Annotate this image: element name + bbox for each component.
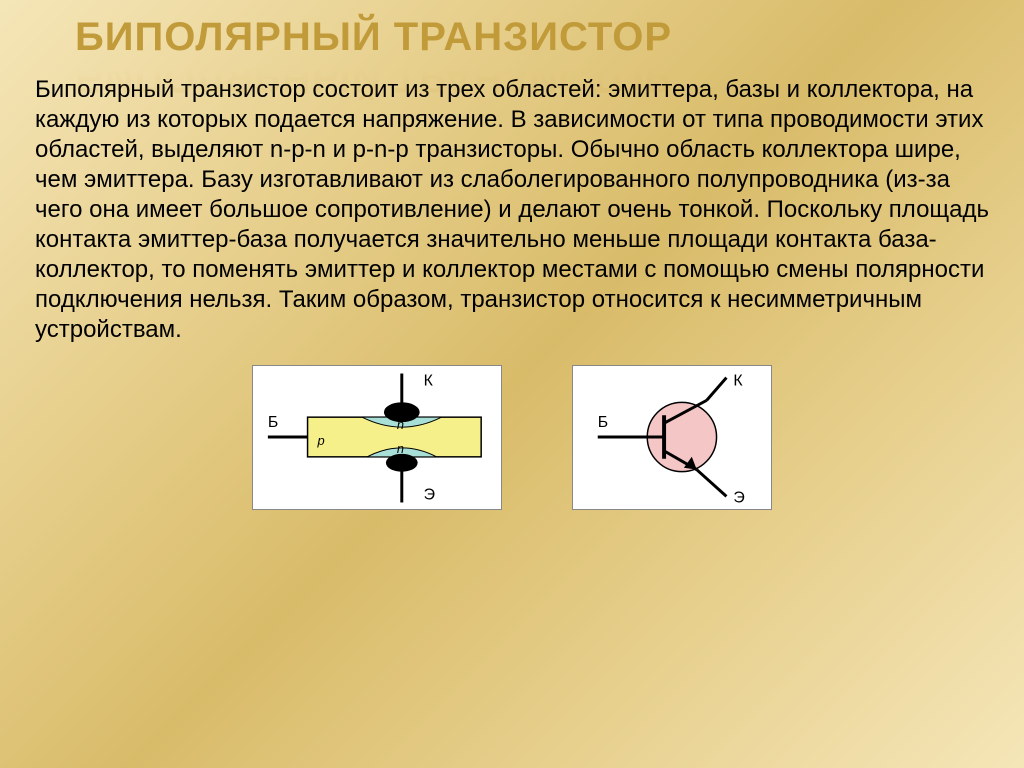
slide-title-reflection: БИПОЛЯРНЫЙ ТРАНЗИСТОР [75,55,994,100]
emitter-label: Э [424,487,435,504]
p-region-label: p [316,433,324,448]
collector-contact [384,402,420,422]
symbol-emitter-label: Э [733,489,744,506]
symbol-collector-label: К [733,373,743,390]
slide-container: БИПОЛЯРНЫЙ ТРАНЗИСТОР БИПОЛЯРНЫЙ ТРАНЗИС… [0,0,1024,768]
collector-lead-ext [707,378,727,401]
emitter-contact [386,454,418,472]
emitter-lead-ext [697,470,727,497]
base-label: Б [268,414,278,431]
n-lower-label: n [397,441,404,456]
collector-label: К [424,372,434,389]
transistor-symbol-diagram: Б К Э [572,365,772,510]
diagrams-row: К Б Э p n n [30,365,994,510]
slide-title: БИПОЛЯРНЫЙ ТРАНЗИСТОР [75,15,994,60]
symbol-base-label: Б [598,414,608,431]
slide-body-text: Биполярный транзистор состоит из трех об… [30,75,994,345]
transistor-structure-diagram: К Б Э p n n [252,365,502,510]
